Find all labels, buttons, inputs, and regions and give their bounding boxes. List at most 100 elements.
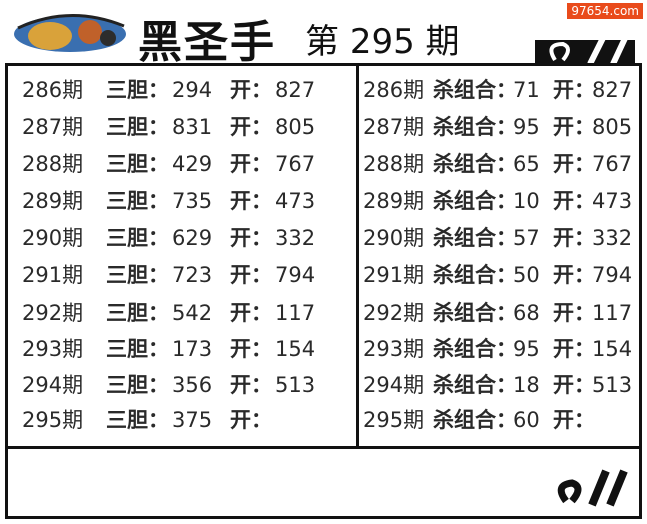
field-label: 杀组合： [433,408,517,432]
field-label: 杀组合： [433,337,517,361]
open-value: 473 [275,189,316,213]
open-label: 开： [553,373,595,397]
watermark: 97654.com [567,3,643,19]
period-label: 287期 [363,115,425,139]
period-label: 290期 [363,226,425,250]
field-value: 356 [172,373,213,397]
field-value: 68 [513,301,540,325]
field-label: 杀组合： [433,78,517,102]
open-value: 767 [275,152,316,176]
open-label: 开： [553,152,595,176]
field-value: 10 [513,189,540,213]
open-value: 154 [275,337,316,361]
open-value: 805 [592,115,633,139]
field-value: 50 [513,263,540,287]
field-label: 三胆： [106,226,169,250]
field-label: 三胆： [106,408,169,432]
open-label: 开： [230,263,272,287]
issue-number: 295 [349,22,415,62]
field-label: 三胆： [106,152,169,176]
period-label: 288期 [363,152,425,176]
open-value: 117 [592,301,633,325]
period-label: 289期 [22,189,84,213]
period-label: 286期 [22,78,84,102]
field-label: 杀组合： [433,263,517,287]
field-value: 629 [172,226,213,250]
period-label: 294期 [363,373,425,397]
open-label: 开： [230,337,272,361]
field-value: 71 [513,78,540,102]
field-label: 三胆： [106,301,169,325]
field-label: 杀组合： [433,152,517,176]
period-label: 295期 [363,408,425,432]
field-label: 三胆： [106,115,169,139]
open-label: 开： [553,78,595,102]
field-value: 375 [172,408,213,432]
open-value: 154 [592,337,633,361]
open-label: 开： [553,337,595,361]
period-label: 295期 [22,408,84,432]
period-label: 293期 [363,337,425,361]
period-label: 286期 [363,78,425,102]
field-label: 三胆： [106,263,169,287]
period-label: 287期 [22,115,84,139]
open-label: 开： [553,263,595,287]
field-value: 173 [172,337,213,361]
open-value: 805 [275,115,316,139]
period-label: 289期 [363,189,425,213]
open-label: 开： [553,301,595,325]
open-label: 开： [230,189,272,213]
open-label: 开： [230,226,272,250]
field-label: 三胆： [106,373,169,397]
open-value: 117 [275,301,316,325]
open-value: 827 [592,78,633,102]
open-label: 开： [230,373,272,397]
open-label: 开： [553,226,595,250]
open-value: 827 [275,78,316,102]
field-value: 735 [172,189,213,213]
open-label: 开： [230,115,272,139]
field-label: 杀组合： [433,115,517,139]
field-value: 294 [172,78,213,102]
field-value: 831 [172,115,213,139]
open-value: 473 [592,189,633,213]
open-value: 794 [275,263,316,287]
bottom-panel [5,446,642,519]
field-label: 杀组合： [433,373,517,397]
issue-suffix: 期 [425,22,460,62]
period-label: 292期 [363,301,425,325]
open-label: 开： [553,408,595,432]
field-value: 95 [513,337,540,361]
open-value: 513 [275,373,316,397]
field-value: 60 [513,408,540,432]
open-value: 513 [592,373,633,397]
open-label: 开： [553,189,595,213]
open-label: 开： [553,115,595,139]
open-label: 开： [230,408,272,432]
field-value: 542 [172,301,213,325]
field-value: 65 [513,152,540,176]
field-label: 三胆： [106,337,169,361]
field-label: 杀组合： [433,226,517,250]
period-label: 288期 [22,152,84,176]
field-label: 杀组合： [433,301,517,325]
field-value: 57 [513,226,540,250]
period-label: 291期 [22,263,84,287]
field-value: 723 [172,263,213,287]
field-label: 三胆： [106,189,169,213]
period-label: 291期 [363,263,425,287]
open-label: 开： [230,301,272,325]
field-value: 95 [513,115,540,139]
period-label: 290期 [22,226,84,250]
issue-prefix: 第 [305,22,339,62]
open-label: 开： [230,152,272,176]
period-label: 293期 [22,337,84,361]
logo-icon [14,14,126,52]
open-value: 332 [275,226,316,250]
field-value: 18 [513,373,540,397]
period-label: 292期 [22,301,84,325]
open-value: 794 [592,263,633,287]
field-label: 杀组合： [433,189,517,213]
ok-mark-icon [535,32,635,64]
